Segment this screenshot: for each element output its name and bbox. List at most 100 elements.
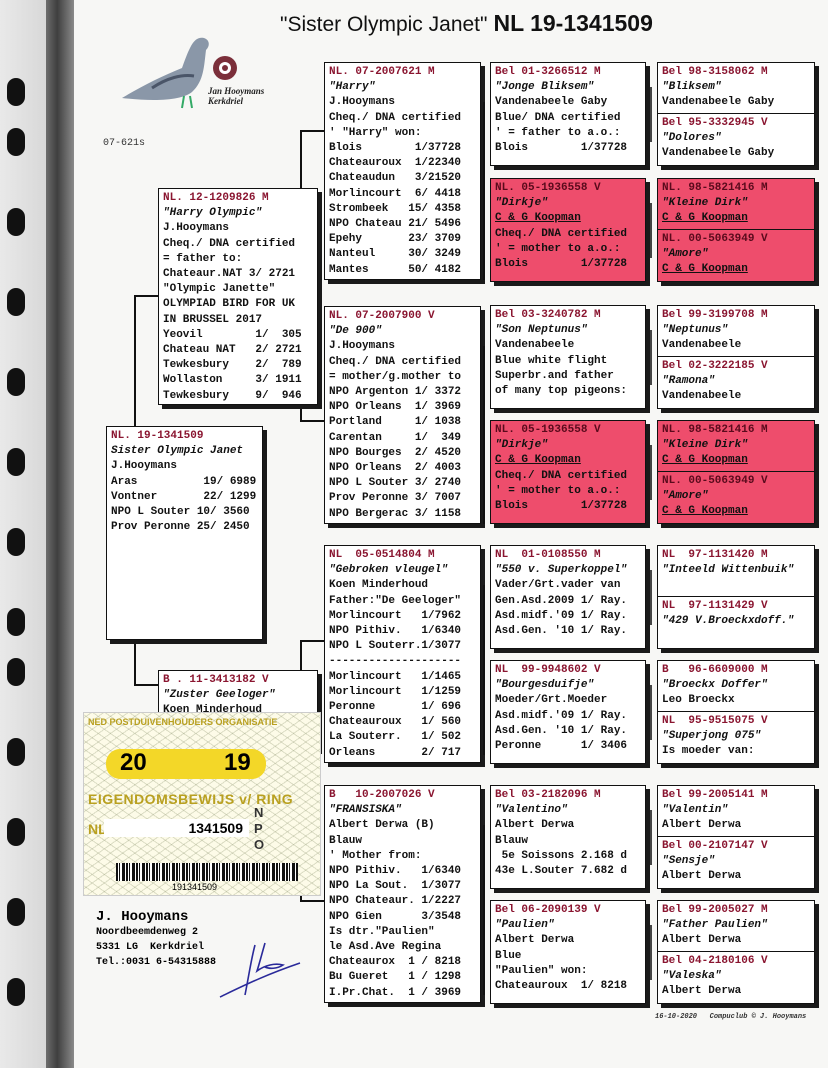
gen3-ancestor-box[interactable]: B 10-2007026 V "FRANSISKA" Albert Derwa (B…: [324, 785, 481, 1003]
pedigree-line: Albert Derwa: [495, 819, 575, 832]
card-year-right: 19: [224, 749, 251, 776]
gen5-ancestor-box[interactable]: Bel 98-3158062 M "Bliksem" Vandenabeele Ga…: [657, 62, 815, 114]
binder-sleeve: [0, 0, 46, 1068]
title-name: "Sister Olympic Janet": [280, 13, 488, 36]
ring-number: B 96-6609000 M: [662, 664, 768, 676]
pedigree-line: NPO L Souter 3/ 2740: [329, 477, 462, 490]
pedigree-line: Albert Derwa: [662, 934, 742, 946]
connector-line: [483, 585, 485, 755]
ring-number: Bel 03-2182096 M: [495, 789, 601, 801]
ring-number: NL 05-0514804 M: [329, 549, 435, 561]
pedigree-line: NPO Bergerac 3/ 1158: [329, 507, 462, 520]
pedigree-line: Father:"De Geeloger": [329, 594, 462, 607]
pigeon-name: "Zuster Geeloger": [163, 689, 276, 702]
gen5-ancestor-box[interactable]: Bel 04-2180106 V "Valeska" Albert Derwa: [657, 952, 815, 1004]
ring-number: NL. 07-2007900 V: [329, 310, 435, 322]
gen5-ancestor-box[interactable]: NL. 00-5063949 V "Amore" C & G Koopman: [657, 230, 815, 282]
gen3-ancestor-box[interactable]: NL. 07-2007900 V "De 900" J.Hooymans Cheq./…: [324, 306, 481, 524]
card-title: EIGENDOMSBEWIJS v/ RING: [88, 791, 294, 807]
gen5-ancestor-box[interactable]: NL 97-1131429 V "429 V.Broeckxdoff.": [657, 597, 815, 649]
pedigree-line: NPO Argenton 1/ 3372: [329, 386, 462, 399]
pedigree-line: NPO Bourges 2/ 4520: [329, 446, 462, 459]
pigeon-name: "Neptunus": [662, 324, 729, 336]
pedigree-line: Chateaurox 1 / 8218: [329, 956, 462, 969]
gen5-ancestor-box[interactable]: Bel 99-2005027 M "Father Paulien" Albert D…: [657, 900, 815, 952]
gen4-ancestor-box[interactable]: Bel 03-3240782 M "Son Neptunus" Vandenabee…: [490, 305, 646, 409]
gen5-pair: NL. 98-5821416 M "Kleine Dirk" C & G Koopm…: [657, 420, 815, 524]
pedigree-line: La Souterr. 1/ 502: [329, 731, 462, 744]
ring-number: NL. 12-1209826 M: [163, 192, 269, 204]
gen3-ancestor-box[interactable]: NL 05-0514804 M "Gebroken vleugel" Koen Mi…: [324, 545, 481, 763]
sire-box[interactable]: NL. 12-1209826 M "Harry Olympic" J.Hooyman…: [158, 188, 318, 405]
punch-hole: [7, 608, 25, 636]
pedigree-line: J.Hooymans: [329, 96, 396, 109]
gen5-ancestor-box[interactable]: NL. 98-5821416 M "Kleine Dirk" C & G Koopm…: [657, 178, 815, 230]
punch-hole: [7, 818, 25, 846]
pedigree-line: Portland 1/ 1038: [329, 416, 462, 429]
gen4-ancestor-box[interactable]: Bel 06-2090139 V "Paulien" Albert Derwa Blu…: [490, 900, 646, 1004]
pigeon-name: "Superjong 075": [662, 730, 762, 742]
gen4-ancestor-box[interactable]: Bel 03-2182096 M "Valentino" Albert Derwa B…: [490, 785, 646, 889]
gen5-ancestor-box[interactable]: NL. 98-5821416 M "Kleine Dirk" C & G Koopm…: [657, 420, 815, 472]
gen5-ancestor-box[interactable]: NL 95-9515075 V "Superjong 075" Is moeder …: [657, 712, 815, 764]
pedigree-line: J.Hooymans: [329, 340, 396, 353]
ring-number: Bel 95-3332945 V: [662, 117, 768, 129]
pedigree-line: --------------------: [329, 655, 462, 668]
ring-number: NL 01-0108550 M: [495, 549, 601, 561]
punch-hole: [7, 898, 25, 926]
gen5-ancestor-box[interactable]: Bel 99-2005141 M "Valentin" Albert Derwa: [657, 785, 815, 837]
pedigree-line: Superbr.and father: [495, 369, 614, 382]
subject-pigeon-box[interactable]: NL. 19-1341509 Sister Olympic Janet J.Hooy…: [106, 426, 263, 640]
breeder-name: C & G Koopman: [662, 454, 748, 466]
gen4-ancestor-box[interactable]: NL 99-9948602 V "Bourgesduifje" Moeder/Grt…: [490, 660, 646, 764]
pedigree-line: Leo Broeckx: [662, 694, 735, 706]
gen5-ancestor-box[interactable]: Bel 02-3222185 V "Ramona" Vandenabeele: [657, 357, 815, 409]
barcode-number: 191341509: [172, 882, 218, 892]
pedigree-line: Morlincourt 1/1259: [329, 685, 462, 698]
ring-number: NL. 07-2007621 M: [329, 66, 435, 78]
pedigree-line: Blauw: [329, 834, 363, 847]
ring-number: B . 11-3413182 V: [163, 674, 269, 686]
gen5-ancestor-box[interactable]: B 96-6609000 M "Broeckx Doffer" Leo Broeck…: [657, 660, 815, 712]
gen4-ancestor-box[interactable]: NL. 05-1936558 V "Dirkje" C & G Koopman Che…: [490, 178, 646, 282]
gen5-ancestor-box[interactable]: NL 97-1131420 M "Inteeld Wittenbuik": [657, 545, 815, 597]
gen5-ancestor-box[interactable]: Bel 95-3332945 V "Dolores" Vandenabeele Ga…: [657, 114, 815, 166]
card-number-field: 1341509: [104, 819, 249, 837]
title-ring: NL 19-1341509: [493, 10, 653, 36]
gen5-pair: NL. 98-5821416 M "Kleine Dirk" C & G Koopm…: [657, 178, 815, 282]
pedigree-line: Bu Gueret 1 / 1298: [329, 971, 462, 984]
gen5-ancestor-box[interactable]: Bel 00-2107147 V "Sensje" Albert Derwa: [657, 837, 815, 889]
connector-line: [650, 925, 652, 980]
pedigree-line: Wollaston 3/ 1911: [163, 374, 302, 387]
signature: [219, 942, 301, 998]
ring-number: B 10-2007026 V: [329, 789, 435, 801]
pedigree-line: Cheq./ DNA certified: [495, 227, 628, 240]
pedigree-line: ' = father to a.o.:: [495, 126, 621, 139]
pedigree-line: Aras 19/ 6989: [111, 475, 257, 488]
gen5-ancestor-box[interactable]: NL. 00-5063949 V "Amore" C & G Koopman: [657, 472, 815, 524]
pedigree-line: Chateau NAT 2/ 2721: [163, 344, 302, 357]
breeder-name: C & G Koopman: [662, 212, 748, 224]
ring-number: NL 97-1131420 M: [662, 549, 768, 561]
gen4-ancestor-box[interactable]: NL. 05-1936558 V "Dirkje" C & G Koopman Che…: [490, 420, 646, 524]
pedigree-line: Vader/Grt.vader van: [495, 579, 621, 592]
pedigree-line: Vandenabeele: [662, 339, 742, 351]
gen4-ancestor-box[interactable]: NL 01-0108550 M "550 v. Superkoppel" Vader…: [490, 545, 646, 649]
pedigree-line: NPO La Sout. 1/3077: [329, 880, 462, 893]
connector-line: [650, 203, 652, 258]
connector-line: [650, 87, 652, 142]
gen3-ancestor-box[interactable]: NL. 07-2007621 M "Harry" J.Hooymans Cheq./ …: [324, 62, 481, 280]
pigeon-name: "Kleine Dirk": [662, 439, 748, 451]
card-letter: O: [254, 837, 265, 852]
ring-number: Bel 04-2180106 V: [662, 955, 768, 967]
pedigree-line: Albert Derwa: [495, 934, 575, 947]
pedigree-line: Cheq./ DNA certified: [329, 111, 462, 124]
pedigree-line: Prov Peronne 3/ 7007: [329, 492, 462, 505]
gen5-ancestor-box[interactable]: Bel 99-3199708 M "Neptunus" Vandenabeele: [657, 305, 815, 357]
pedigree-line: Blauw: [495, 834, 529, 847]
pedigree-line: Blois 1/37728: [495, 142, 628, 155]
pedigree-line: NPO Gien 3/3548: [329, 910, 462, 923]
gen4-ancestor-box[interactable]: Bel 01-3266512 M "Jonge Bliksem" Vandenabe…: [490, 62, 646, 166]
footer: 16-10-2020 Compuclub © J. Hooymans: [655, 1013, 806, 1021]
pigeon-name: "Dirkje": [495, 197, 548, 210]
